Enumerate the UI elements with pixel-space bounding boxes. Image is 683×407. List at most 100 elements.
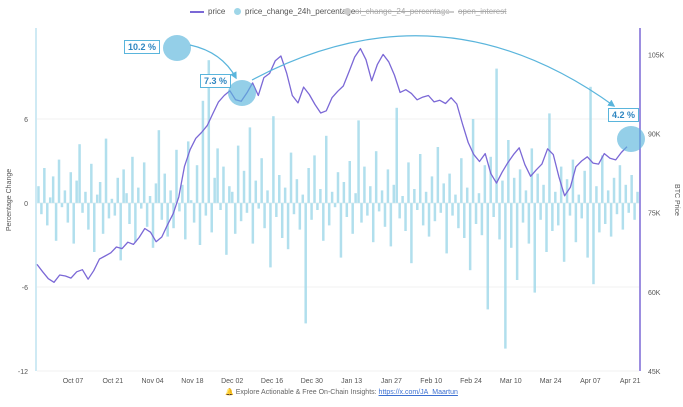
change-bar xyxy=(110,198,114,203)
change-bar xyxy=(595,186,598,203)
change-bar xyxy=(477,193,481,203)
change-bar xyxy=(577,194,581,203)
x-axis-ticks: Oct 07 Oct 21 Nov 04 Nov 18 Dec 02 Dec 16 Dec … xyxy=(63,378,641,385)
change-bar xyxy=(189,200,193,203)
change-bar xyxy=(298,203,302,230)
change-bar xyxy=(40,203,43,215)
change-bar xyxy=(119,203,122,261)
x-tick-label: Feb 10 xyxy=(420,378,442,385)
right-tick-label: 60K xyxy=(648,290,661,297)
change-bar xyxy=(339,203,343,258)
change-bar xyxy=(556,203,560,226)
x-tick-label: Dec 30 xyxy=(301,378,323,385)
change-bar xyxy=(198,203,202,245)
legend-label-oi-change: oi_change_24_percentage xyxy=(355,7,450,16)
change-bar xyxy=(615,203,619,215)
legend: price price_change_24h_percentage oi_cha… xyxy=(0,6,683,20)
change-bar xyxy=(630,175,633,203)
change-bar xyxy=(498,203,501,240)
change-bar xyxy=(471,119,475,203)
change-bar xyxy=(424,191,428,203)
change-bar xyxy=(54,203,58,241)
change-bar xyxy=(366,203,369,216)
change-bar xyxy=(231,191,234,203)
x-tick-label: Feb 24 xyxy=(460,378,482,385)
change-bar xyxy=(186,141,190,203)
x-tick-label: Jan 27 xyxy=(381,378,402,385)
change-bar xyxy=(348,161,351,203)
x-tick-label: Apr 21 xyxy=(620,378,641,385)
right-tick-label: 75K xyxy=(648,211,661,218)
change-bar xyxy=(46,203,49,226)
change-bar xyxy=(48,197,52,203)
change-bar xyxy=(225,203,228,255)
arrow-1 xyxy=(189,44,237,80)
change-bar xyxy=(427,203,431,237)
change-bar xyxy=(410,203,413,264)
x-tick-label: Jan 13 xyxy=(341,378,362,385)
change-bar xyxy=(98,182,102,203)
change-bar xyxy=(93,203,96,252)
arrow-2 xyxy=(251,35,616,107)
change-bar xyxy=(192,203,196,223)
x-tick-label: Oct 21 xyxy=(102,378,123,385)
change-bar xyxy=(371,203,375,243)
change-bar xyxy=(483,165,487,203)
right-axis-label: BTC Price xyxy=(673,184,680,216)
change-bar xyxy=(90,163,93,203)
change-bar xyxy=(140,203,143,209)
change-bar xyxy=(301,194,305,203)
change-bar xyxy=(480,203,484,236)
change-bar xyxy=(57,159,61,203)
change-bar xyxy=(360,203,363,223)
change-bar xyxy=(536,173,539,203)
change-bar xyxy=(430,176,434,203)
change-bar xyxy=(606,190,610,203)
change-bar xyxy=(401,196,404,203)
x-tick-label: Dec 02 xyxy=(221,378,243,385)
change-bar xyxy=(43,168,46,203)
change-bar xyxy=(316,203,319,210)
change-bar xyxy=(95,194,99,203)
change-bar xyxy=(545,203,548,252)
change-bar xyxy=(172,203,175,229)
footer: 🔔 Explore Actionable & Free On-Chain Ins… xyxy=(0,388,683,396)
legend-item-price-change[interactable]: price_change_24h_percentage xyxy=(234,7,355,16)
x-tick-label: Mar 24 xyxy=(540,378,562,385)
x-tick-label: Mar 10 xyxy=(500,378,522,385)
change-bar xyxy=(322,203,325,241)
legend-item-price[interactable]: price xyxy=(190,7,225,16)
change-bar xyxy=(242,170,246,203)
change-bar xyxy=(254,180,258,203)
change-bar xyxy=(501,180,504,203)
legend-item-oi-change[interactable]: oi_change_24_percentage xyxy=(344,7,450,16)
change-bar xyxy=(313,155,316,203)
change-bar xyxy=(157,130,161,203)
change-bar xyxy=(551,203,554,231)
change-bar xyxy=(101,203,105,234)
change-bar xyxy=(239,203,243,222)
change-bar xyxy=(416,203,419,210)
change-bar xyxy=(260,158,263,203)
change-bar xyxy=(307,168,310,203)
footer-link[interactable]: https://x.com/JA_Maartun xyxy=(378,389,458,396)
change-bar xyxy=(166,203,169,237)
change-bar xyxy=(283,187,287,203)
change-bar xyxy=(195,165,199,203)
change-bar xyxy=(404,203,407,231)
change-bar xyxy=(357,120,360,203)
change-bar xyxy=(589,86,592,203)
change-bar xyxy=(603,203,607,224)
change-bar xyxy=(128,203,131,224)
change-bar xyxy=(160,203,164,220)
change-bar xyxy=(636,191,639,203)
change-bar xyxy=(122,169,125,203)
legend-item-open-interest[interactable]: open_interest xyxy=(440,7,506,16)
change-bar xyxy=(463,203,466,238)
change-bar xyxy=(474,203,478,224)
change-bar xyxy=(336,172,340,203)
change-bar xyxy=(571,159,575,203)
change-bar xyxy=(392,184,396,203)
change-bar xyxy=(207,60,211,204)
